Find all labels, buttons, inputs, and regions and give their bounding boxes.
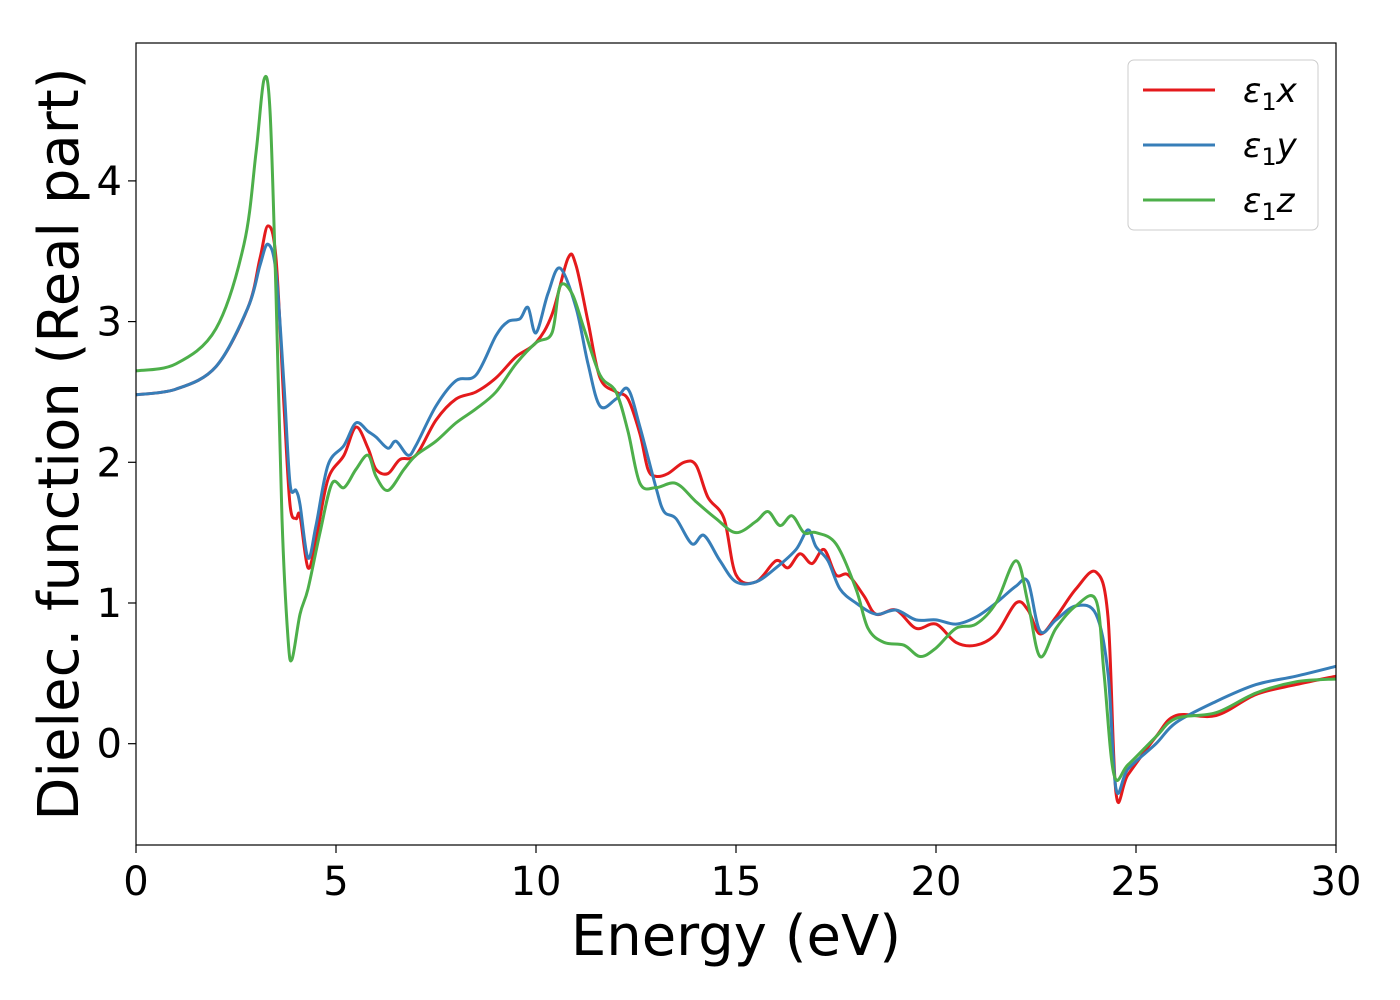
legend-label-z: ε1z bbox=[1243, 181, 1296, 226]
x-tick-label: 30 bbox=[1311, 859, 1362, 905]
y-tick-label: 0 bbox=[97, 722, 122, 768]
x-tick-label: 25 bbox=[1111, 859, 1162, 905]
legend-items: ε1x ε1y ε1z bbox=[1143, 71, 1298, 226]
series-line-z bbox=[135, 74, 1337, 782]
y-axis: 0 1 2 3 4 bbox=[97, 159, 136, 768]
y-tick-label: 2 bbox=[97, 440, 122, 486]
y-tick-label: 3 bbox=[97, 300, 122, 346]
x-tick-label: 20 bbox=[911, 859, 962, 905]
y-tick-label: 1 bbox=[97, 581, 122, 627]
legend-label-x: ε1x bbox=[1243, 71, 1298, 116]
x-axis: 0 5 10 15 20 25 30 bbox=[123, 845, 1361, 905]
series-line-x bbox=[135, 224, 1337, 804]
x-tick-label: 15 bbox=[711, 859, 762, 905]
x-axis-label: Energy (eV) bbox=[571, 904, 901, 969]
legend-box bbox=[1127, 59, 1319, 231]
series-layer bbox=[135, 74, 1337, 804]
legend-label-y: ε1y bbox=[1243, 126, 1298, 171]
legend: ε1x ε1y ε1z bbox=[1127, 59, 1319, 231]
series-line-y bbox=[135, 242, 1337, 795]
x-tick-label: 10 bbox=[511, 859, 562, 905]
y-axis-label: Dielec. function (Real part) bbox=[27, 67, 92, 820]
y-tick-label: 4 bbox=[97, 159, 122, 205]
x-tick-label: 0 bbox=[123, 859, 148, 905]
x-tick-label: 5 bbox=[323, 859, 348, 905]
